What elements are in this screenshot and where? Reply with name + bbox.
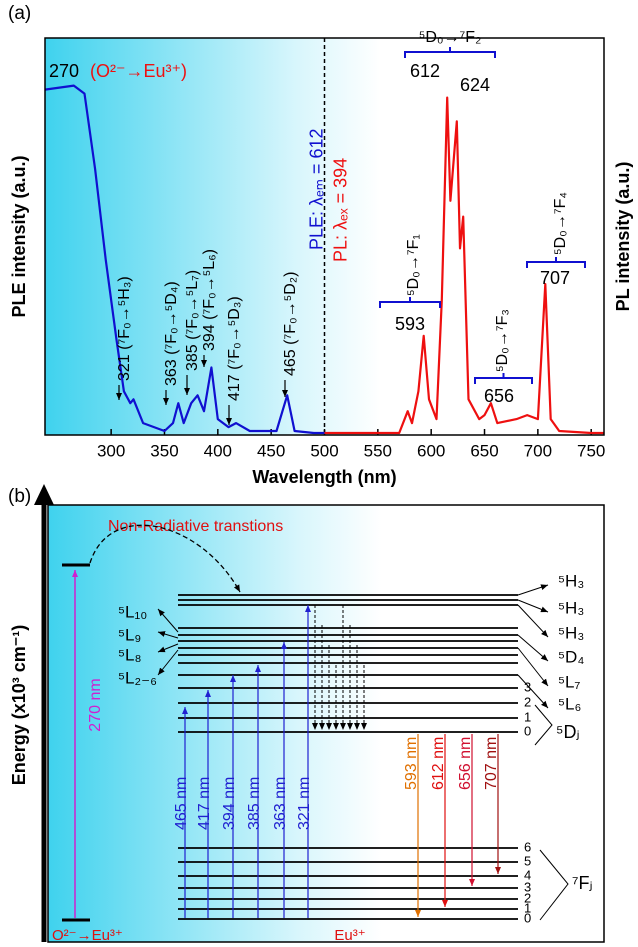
peak-label: 593 [395, 314, 425, 334]
level-number: 3 [524, 879, 531, 894]
x-tick-label: 750 [577, 441, 605, 460]
level-number: 3 [524, 679, 531, 694]
level-arrow [517, 647, 549, 687]
level-label: ⁵L₆ [558, 694, 581, 713]
legend-label: PLE: λₑₘ = 612 [306, 129, 326, 250]
ion-label: Eu³⁺ [334, 927, 365, 944]
excitation-label: 465 nm [173, 777, 190, 830]
peak-annotation: 385 (⁷F₀→⁵L₇) [184, 270, 201, 371]
legend-label: PL: λₑₓ = 394 [330, 158, 350, 262]
y-axis-title: PLE intensity (a.u.) [9, 155, 29, 317]
level-label: ⁵L₁₀ [118, 602, 147, 621]
level-number: 1 [524, 900, 531, 915]
level-number: 4 [524, 867, 531, 882]
nonradiative-curve [89, 524, 241, 593]
level-arrow [517, 604, 549, 638]
x-tick-label: 400 [204, 441, 232, 460]
x-tick-label: 600 [417, 441, 445, 460]
x-tick-label: 550 [364, 441, 392, 460]
transition-label: ⁵D₀→⁷F₂ [419, 29, 482, 46]
level-label: ⁵D₄ [558, 647, 584, 666]
diagram-frame [47, 504, 605, 943]
energy-arrowhead [34, 484, 54, 505]
emission-label: 707 nm [483, 737, 500, 790]
level-number: 2 [524, 890, 531, 905]
peak-annotation: 394 (⁷F₀→⁵L₆) [201, 249, 218, 351]
level-label: ⁵L₈ [118, 645, 142, 664]
excitation-label: 363 nm [272, 777, 289, 830]
panel-label: (b) [8, 486, 31, 507]
brace [474, 373, 533, 384]
level-arrow [157, 643, 179, 653]
peak-label: 612 [410, 61, 440, 81]
x-tick-label: 350 [150, 441, 178, 460]
transition-label: ⁵D₀→⁷F₁ [405, 234, 422, 296]
brace [379, 297, 441, 308]
x-tick-label: 650 [470, 441, 498, 460]
panel-label: (a) [8, 3, 31, 24]
level-arrow [517, 634, 549, 662]
x-tick-label: 500 [310, 441, 338, 460]
peak-annotation: 417 (⁷F₀→⁵D₃) [226, 296, 243, 401]
host-label: O²⁻→Eu³⁺ [52, 927, 123, 944]
excitation-label: 385 nm [246, 777, 263, 830]
level-number: 6 [524, 839, 531, 854]
emission-label: 612 nm [430, 737, 447, 790]
x-tick-label: 700 [524, 441, 552, 460]
excitation-label: 394 nm [221, 777, 238, 830]
level-group-label: ⁵Dⱼ [556, 722, 580, 742]
peak-label: 656 [484, 386, 514, 406]
level-number: 2 [524, 694, 531, 709]
level-label: ⁵H₃ [558, 623, 584, 642]
level-arrow [157, 608, 179, 633]
annotation: 270 [49, 61, 79, 81]
level-number: 1 [524, 709, 531, 724]
brace [404, 47, 496, 58]
emission-label: 593 nm [403, 737, 420, 790]
level-arrow [517, 584, 549, 596]
transition-label: ⁵D₀→⁷F₄ [552, 192, 569, 255]
y2-axis-title: PL intensity (a.u.) [613, 162, 633, 312]
peak-annotation: 465 (⁷F₀→⁵D₂) [282, 272, 299, 376]
plot-frame [44, 37, 605, 436]
x-tick-label: 300 [97, 441, 125, 460]
ct-label: 270 nm [87, 678, 104, 731]
peak-label: 624 [460, 75, 490, 95]
annotation: (O²⁻→Eu³⁺) [90, 61, 187, 81]
excitation-label: 417 nm [196, 777, 213, 830]
level-number: 0 [524, 910, 531, 925]
level-label: ⁵L₉ [118, 625, 141, 644]
brace [539, 849, 569, 921]
level-arrow [157, 631, 179, 639]
peak-label: 707 [540, 268, 570, 288]
level-arrow [517, 599, 549, 613]
x-axis-title: Wavelength (nm) [252, 467, 396, 487]
level-label: ⁵H₃ [558, 571, 584, 590]
series-line [44, 84, 325, 435]
level-label: ⁵H₃ [558, 598, 584, 617]
note: Non-Radiative transtions [108, 518, 283, 535]
y-axis-title: Energy (x10³ cm⁻¹) [9, 625, 29, 786]
series-line [324, 96, 604, 435]
excitation-label: 321 nm [296, 777, 313, 830]
level-label: ⁵L₂₋₆ [118, 668, 157, 687]
emission-label: 656 nm [457, 737, 474, 790]
brace [534, 704, 553, 746]
x-tick-label: 450 [257, 441, 285, 460]
brace [526, 257, 586, 268]
peak-annotation: 363 (⁷F₀→⁵D₄) [163, 281, 180, 386]
level-number: 5 [524, 853, 531, 868]
level-number: 0 [524, 723, 531, 738]
level-arrow [517, 674, 549, 709]
peak-annotation: 321 (⁷F₀→⁵H₃) [116, 276, 133, 381]
level-group-label: ⁷Fⱼ [572, 873, 593, 893]
level-arrow [157, 649, 179, 676]
transition-label: ⁵D₀→⁷F₃ [494, 309, 511, 372]
level-label: ⁵L₇ [558, 672, 581, 691]
